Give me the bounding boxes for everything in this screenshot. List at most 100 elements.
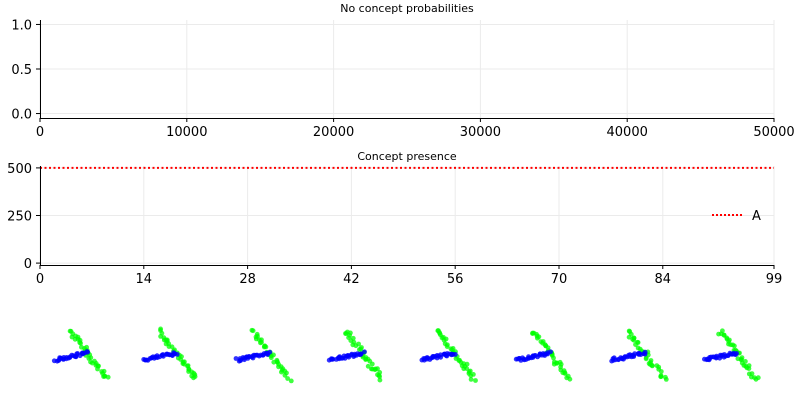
concept-b-point: [356, 341, 361, 347]
presence-ytick-label: 250: [7, 210, 32, 225]
concept-b-point: [369, 361, 375, 367]
concept-b-point: [450, 346, 456, 351]
concept-b-point: [365, 363, 371, 369]
concept-a-point: [362, 349, 367, 355]
presence-legend: A: [712, 209, 761, 224]
concept-b-point: [77, 340, 83, 345]
concept-a-point: [84, 349, 90, 354]
concept-b-point: [261, 344, 267, 350]
probabilities-panel: No concept probabilities 0 10000 20000 3000…: [11, 2, 794, 140]
scatter-thumbnail: [419, 328, 478, 383]
concept-b-point: [468, 377, 474, 382]
legend-label-a: A: [752, 209, 761, 224]
presence-xtick-label: 28: [239, 272, 256, 287]
scatter-thumbnail: [702, 328, 761, 382]
scatter-thumbnails: [51, 326, 761, 384]
concept-b-point: [649, 363, 655, 369]
concept-b-point: [182, 359, 187, 365]
concept-a-point: [174, 352, 180, 357]
concept-b-point: [285, 376, 290, 381]
probabilities-ytick-label: 0.0: [11, 108, 32, 123]
concept-b-point: [343, 331, 349, 336]
scatter-thumbnail: [141, 326, 198, 381]
concept-b-point: [95, 366, 100, 372]
probabilities-xtick-label: 40000: [607, 125, 648, 140]
concept-b-point: [268, 355, 274, 361]
probabilities-title: No concept probabilities: [340, 2, 474, 15]
concept-b-point: [282, 372, 288, 378]
probabilities-ytick-label: 1.0: [11, 18, 32, 33]
probabilities-xtick-label: 50000: [753, 125, 794, 140]
concept-b-point: [554, 360, 560, 366]
concept-b-point: [250, 328, 256, 334]
scatter-thumbnail: [609, 328, 669, 382]
concept-b-point: [627, 329, 633, 334]
concept-b-point: [562, 370, 568, 375]
concept-b-point: [643, 356, 649, 362]
presence-xtick-label: 99: [766, 272, 783, 287]
concept-b-point: [186, 369, 192, 374]
concept-b-point: [535, 335, 540, 341]
concept-b-point: [377, 377, 383, 383]
concept-a-point: [734, 351, 739, 356]
concept-b-point: [551, 355, 556, 361]
concept-b-point: [372, 367, 378, 373]
concept-b-point: [755, 375, 761, 381]
concept-b-point: [631, 337, 637, 343]
concept-a-point: [453, 352, 458, 357]
probabilities-xtick-label: 20000: [313, 125, 354, 140]
concept-b-point: [464, 361, 470, 367]
concept-a-point: [358, 351, 363, 357]
probabilities-grid: [39, 20, 775, 118]
presence-xtick-label: 70: [551, 272, 568, 287]
concept-b-point: [192, 374, 198, 379]
scatter-thumbnail: [326, 329, 383, 383]
concept-b-point: [567, 376, 573, 382]
presence-panel: Concept presence 0 14 28 42 56 70 84 990250500 …: [7, 150, 782, 287]
scatter-thumbnail: [233, 327, 294, 384]
concept-b-point: [658, 369, 664, 374]
presence-xtick-label: 42: [343, 272, 360, 287]
presence-xtick-label: 56: [447, 272, 464, 287]
probabilities-xtick-label: 10000: [166, 125, 207, 140]
presence-ytick-label: 0: [24, 257, 32, 272]
concept-a-point: [548, 349, 553, 355]
concept-b-point: [746, 366, 752, 371]
concept-b-point: [626, 334, 632, 340]
presence-title: Concept presence: [357, 150, 457, 163]
concept-b-point: [258, 340, 263, 346]
concept-b-point: [530, 330, 536, 336]
concept-b-point: [658, 374, 664, 380]
concept-b-point: [377, 374, 382, 379]
presence-ticks: 0 14 28 42 56 70 84 99 0 250 500: [7, 162, 782, 287]
probabilities-ytick-label: 0.5: [11, 63, 32, 78]
concept-a-point: [642, 351, 648, 357]
concept-b-point: [444, 344, 450, 349]
concept-b-point: [732, 343, 737, 349]
presence-xtick-label: 14: [136, 272, 153, 287]
presence-xtick-label: 84: [655, 272, 672, 287]
concept-b-point: [288, 378, 294, 384]
concept-b-point: [79, 344, 84, 350]
concept-b-point: [663, 377, 669, 382]
concept-a-point: [233, 356, 239, 361]
concept-b-point: [473, 378, 478, 383]
concept-b-point: [88, 355, 94, 361]
concept-b-point: [105, 374, 111, 380]
concept-b-point: [466, 371, 472, 376]
concept-a-point: [267, 349, 273, 355]
concept-b-point: [471, 372, 476, 377]
scatter-thumbnail: [51, 328, 111, 380]
concept-b-point: [727, 337, 732, 343]
probabilities-ticks: 0 10000 20000 30000 40000 50000 0.0 0.5 1.0: [11, 18, 794, 140]
presence-grid: [39, 166, 775, 265]
probabilities-xtick-label: 0: [36, 125, 44, 140]
presence-xtick-label: 0: [36, 272, 44, 287]
concept-b-point: [726, 341, 731, 347]
presence-ytick-label: 500: [7, 162, 32, 177]
concept-b-point: [635, 339, 640, 345]
scatter-thumbnail: [513, 330, 573, 382]
probabilities-xtick-label: 30000: [460, 125, 501, 140]
concept-b-point: [464, 366, 470, 371]
